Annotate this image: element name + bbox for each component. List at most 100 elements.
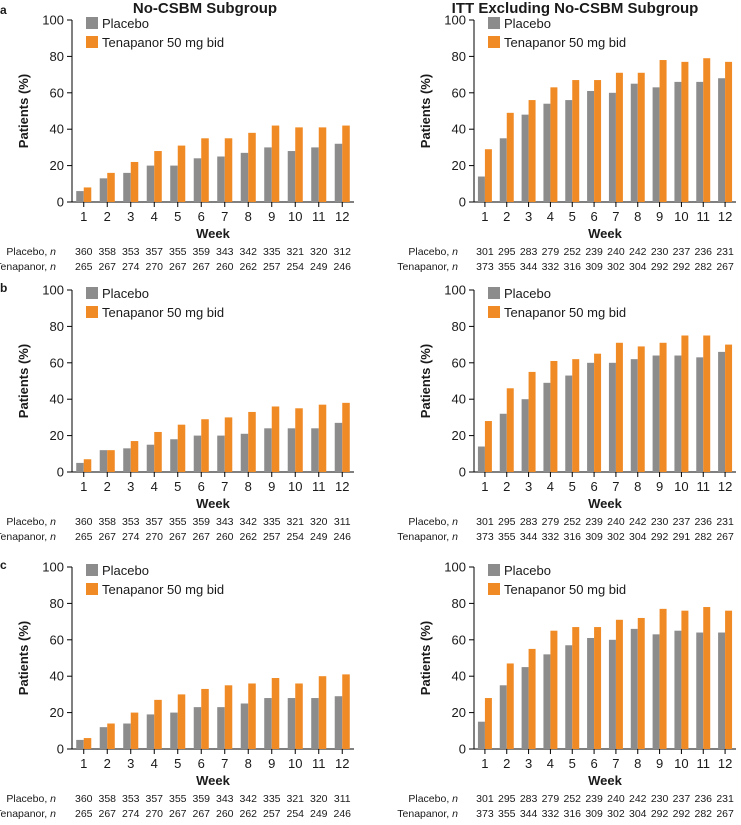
n-value: 373	[476, 531, 494, 543]
bar-placebo	[521, 667, 529, 749]
legend-swatch-placebo	[488, 17, 500, 29]
x-tick-label: 12	[718, 209, 732, 224]
n-value: 252	[563, 246, 581, 258]
n-value: 332	[542, 261, 560, 273]
y-tick-label: 60	[452, 85, 466, 100]
bar-placebo	[170, 165, 178, 202]
n-value: 320	[310, 246, 328, 258]
y-tick-label: 60	[50, 85, 64, 100]
bar-placebo	[499, 138, 507, 202]
bar-placebo	[718, 78, 726, 202]
y-tick-label: 0	[459, 195, 466, 210]
y-tick-label: 60	[50, 355, 64, 370]
n-value: 230	[651, 246, 669, 258]
column-title-itt-excluding: ITT Excluding No-CSBM Subgroup	[451, 0, 699, 17]
n-value: 262	[239, 808, 257, 820]
legend-label-placebo: Placebo	[504, 16, 551, 31]
n-value: 302	[607, 531, 625, 543]
n-value: 355	[169, 793, 187, 805]
bar-tenapanor	[154, 151, 162, 202]
n-row-label: Placebo, n	[408, 516, 458, 528]
n-value: 254	[286, 531, 304, 543]
n-value: 279	[542, 516, 560, 528]
n-value: 267	[192, 531, 210, 543]
n-value: 265	[75, 808, 93, 820]
bar-tenapanor	[342, 125, 350, 202]
n-value: 344	[520, 531, 538, 543]
n-value: 246	[333, 808, 351, 820]
bar-tenapanor	[83, 459, 92, 472]
bar-placebo	[652, 634, 660, 749]
legend-label-tenapanor: Tenapanor 50 mg bid	[504, 35, 626, 50]
legend-label-tenapanor: Tenapanor 50 mg bid	[504, 305, 626, 320]
n-row-label: Placebo, n	[408, 246, 458, 258]
n-row-label: Tenapanor, n	[397, 808, 458, 820]
bar-tenapanor	[594, 353, 602, 472]
column-title-no-csbm: No-CSBM Subgroup	[132, 0, 278, 17]
bar-tenapanor	[224, 138, 233, 202]
y-axis-title: Patients (%)	[16, 344, 31, 418]
bar-tenapanor	[107, 723, 115, 749]
n-value: 355	[498, 808, 516, 820]
n-row-label: Placebo, n	[6, 793, 56, 805]
bar-placebo	[718, 351, 726, 472]
bar-tenapanor	[506, 112, 514, 202]
bar-tenapanor	[248, 132, 256, 202]
bar-placebo	[264, 698, 272, 749]
bar-tenapanor	[177, 694, 186, 749]
bar-tenapanor	[295, 408, 303, 472]
bar-placebo	[76, 462, 84, 472]
n-value: 335	[263, 516, 281, 528]
y-tick-label: 100	[444, 560, 466, 575]
bar-placebo	[521, 399, 529, 472]
n-value: 252	[563, 793, 581, 805]
y-tick-label: 80	[50, 49, 64, 64]
x-tick-label: 2	[104, 209, 111, 224]
n-value: 274	[122, 808, 140, 820]
n-value: 344	[520, 808, 538, 820]
x-tick-label: 7	[221, 209, 228, 224]
x-tick-label: 8	[634, 479, 641, 494]
n-value: 309	[585, 531, 603, 543]
n-value: 353	[122, 793, 140, 805]
n-value: 282	[694, 808, 712, 820]
n-value: 343	[216, 793, 234, 805]
x-tick-label: 4	[151, 756, 158, 771]
n-value: 359	[192, 246, 210, 258]
n-value: 321	[286, 516, 304, 528]
n-value: 309	[585, 261, 603, 273]
n-value: 249	[310, 808, 328, 820]
x-tick-label: 3	[525, 479, 532, 494]
bar-tenapanor	[248, 411, 256, 472]
y-tick-label: 20	[452, 158, 466, 173]
y-tick-label: 80	[452, 596, 466, 611]
x-tick-label: 11	[312, 756, 326, 771]
bar-placebo	[123, 172, 131, 202]
n-value: 279	[542, 793, 560, 805]
n-value: 302	[607, 808, 625, 820]
n-value: 249	[310, 531, 328, 543]
bar-tenapanor	[154, 431, 162, 472]
bar-tenapanor	[295, 127, 303, 202]
x-tick-label: 2	[503, 756, 510, 771]
n-value: 267	[716, 808, 734, 820]
legend-swatch-placebo	[86, 17, 98, 29]
x-tick-label: 8	[245, 479, 252, 494]
bar-placebo	[674, 355, 682, 472]
n-value: 357	[145, 246, 163, 258]
bar-tenapanor	[107, 172, 115, 202]
y-tick-label: 40	[50, 122, 64, 137]
x-tick-label: 3	[525, 756, 532, 771]
x-tick-label: 4	[547, 209, 554, 224]
x-tick-label: 5	[569, 756, 576, 771]
x-tick-label: 3	[525, 209, 532, 224]
n-value: 236	[694, 246, 712, 258]
x-tick-label: 2	[104, 756, 111, 771]
bar-placebo	[123, 448, 131, 472]
bar-tenapanor	[528, 371, 536, 472]
